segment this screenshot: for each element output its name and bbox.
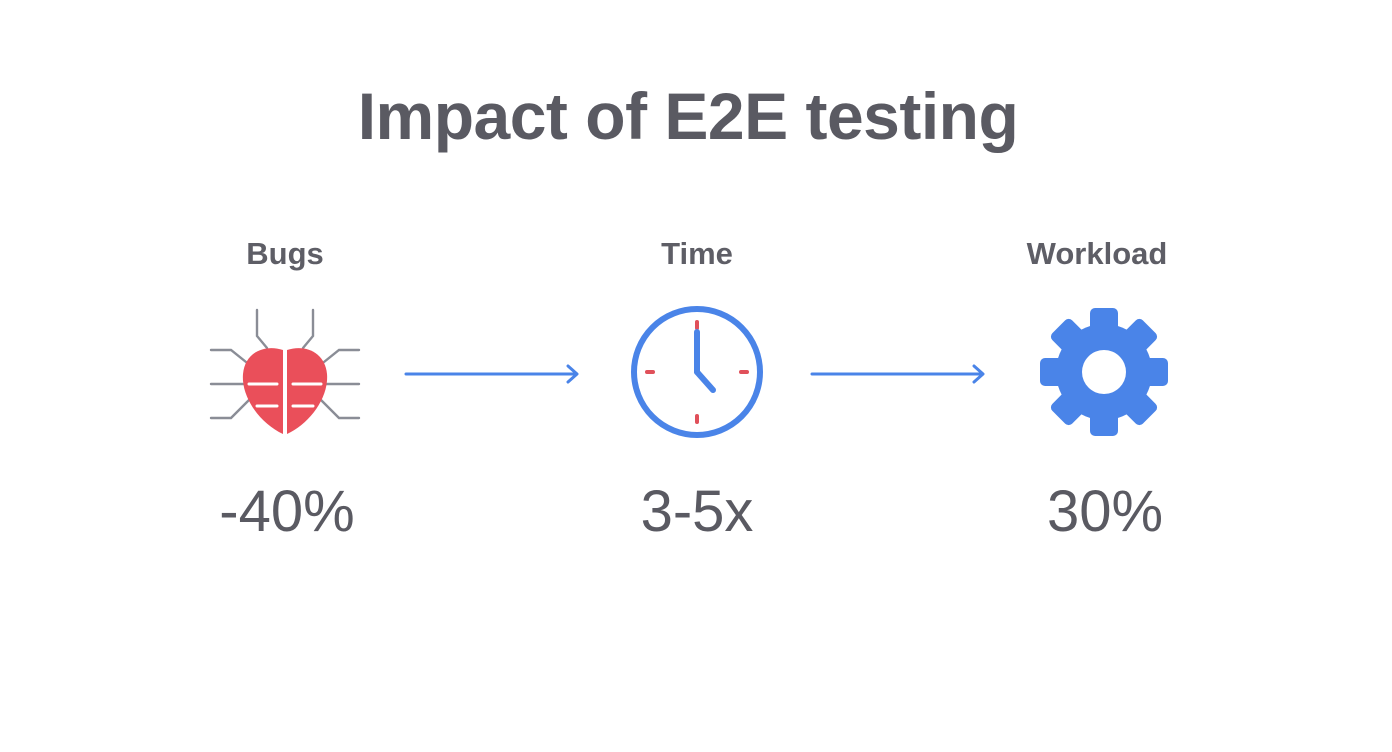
gear-icon [1040, 308, 1168, 436]
arrow-right-icon [404, 364, 579, 384]
metric-value-time: 3-5x [640, 479, 754, 544]
arrow-right-icon [810, 364, 985, 384]
metric-value-bugs: -40% [219, 479, 355, 544]
page-title: Impact of E2E testing [357, 79, 1019, 153]
clock-icon [631, 306, 763, 438]
metric-label-bugs: Bugs [246, 236, 324, 271]
metric-value-workload: 30% [1046, 479, 1164, 544]
metric-label-time: Time [661, 236, 733, 271]
metric-label-workload: Workload [1026, 236, 1168, 271]
bug-icon [209, 308, 361, 434]
